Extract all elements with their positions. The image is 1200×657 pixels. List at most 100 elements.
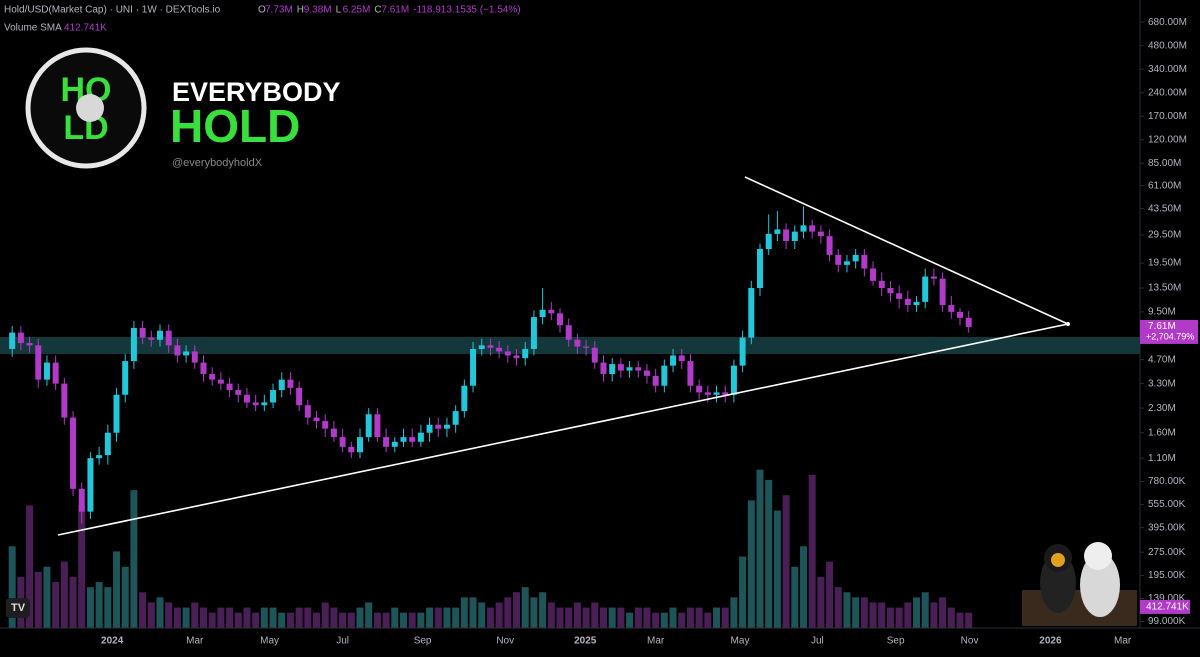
candle-body	[426, 424, 433, 433]
candle-body	[322, 421, 329, 429]
volume-sma-tag	[1140, 599, 1190, 614]
volume-bar	[860, 597, 868, 628]
y-tick-label: 3.30M	[1148, 378, 1176, 389]
volume-bar	[478, 602, 486, 628]
volume-bar	[113, 551, 121, 628]
volume-bar	[182, 607, 190, 628]
x-tick-label: 2024	[101, 636, 124, 647]
candle-body	[774, 229, 781, 234]
candle-body	[600, 362, 607, 375]
candle-body	[191, 351, 198, 363]
volume-bar	[791, 566, 799, 628]
candle-body	[9, 332, 16, 349]
volume-bar	[173, 607, 181, 628]
candle-body	[278, 379, 285, 391]
volume-bar	[956, 612, 964, 628]
symbol-title: Hold/USD(Market Cap) · UNI · 1W · DEXToo…	[4, 5, 221, 16]
volume-bar	[704, 612, 712, 628]
candle-body	[452, 411, 459, 425]
candle-body	[487, 345, 494, 348]
volume-bar	[191, 602, 199, 628]
ohlc-key: O	[258, 5, 266, 16]
volume-bar	[765, 479, 773, 628]
volume-bar	[147, 602, 155, 628]
candle-body	[43, 362, 50, 380]
volume-bar	[356, 607, 364, 628]
candle-body	[478, 345, 485, 349]
candle-body	[130, 327, 137, 362]
candle-body	[539, 309, 546, 318]
x-tick-label: Mar	[186, 636, 204, 647]
volume-bar	[373, 612, 381, 628]
candle-body	[678, 355, 685, 362]
ohlc-value: 6.25M	[343, 5, 371, 16]
volume-bar	[95, 582, 103, 628]
volume-bar	[434, 607, 442, 628]
candle-body	[391, 441, 398, 447]
volume-bar	[417, 612, 425, 628]
x-tick-label: Nov	[496, 636, 514, 647]
y-tick-label: 780.00K	[1148, 476, 1186, 487]
volume-sma-value: 412.741K	[64, 23, 107, 34]
candle-body	[70, 417, 77, 489]
candle-body	[113, 394, 120, 433]
volume-bar	[565, 607, 573, 628]
candle-body	[722, 392, 729, 395]
x-tick-label: 2025	[574, 636, 597, 647]
volume-bar	[278, 612, 286, 628]
candle-body	[652, 375, 659, 386]
candle-body	[304, 405, 311, 418]
candle-body	[357, 437, 363, 453]
volume-bar	[626, 612, 634, 628]
volume-bar	[399, 612, 407, 628]
y-tick-label: 29.50M	[1148, 230, 1181, 241]
candle-body	[957, 311, 963, 318]
candle-body	[913, 301, 920, 306]
axes: 680.00M 480.00M 340.00M 240.00M 170.00M 120.0…	[101, 17, 1198, 647]
candle-body	[52, 362, 59, 384]
volume-bar	[217, 607, 225, 628]
volume-bar	[947, 607, 955, 628]
candle-body	[139, 327, 146, 338]
candle-body	[330, 428, 337, 438]
y-tick-label: 2.30M	[1148, 403, 1176, 414]
candle-body	[635, 367, 642, 371]
x-tick-label: Jul	[336, 636, 349, 647]
volume-bar	[339, 612, 347, 628]
volume-bar	[799, 546, 807, 628]
y-tick-label: 195.00K	[1148, 570, 1186, 581]
candle-body	[313, 417, 320, 422]
volume-bar	[156, 597, 164, 628]
volume-bar	[930, 602, 938, 628]
candle-body	[243, 394, 250, 403]
volume-bar	[608, 607, 616, 628]
candle-body	[417, 432, 424, 442]
candle-body	[713, 392, 720, 395]
volume-bar	[199, 607, 207, 628]
volume-bar	[69, 576, 77, 628]
candle-body	[530, 317, 537, 349]
volume-bar	[104, 587, 112, 628]
volume-bar	[382, 612, 390, 628]
candle-body	[730, 365, 737, 395]
x-tick-label: Sep	[414, 636, 432, 647]
volume-bar	[408, 612, 416, 628]
candle-body	[878, 280, 885, 289]
y-tick-label: 139.00K	[1148, 593, 1186, 604]
volume-bar	[582, 607, 590, 628]
volume-bar	[573, 602, 581, 628]
volume-bar	[347, 612, 355, 628]
candle-body	[470, 348, 477, 386]
trendline-apex	[1066, 322, 1070, 326]
candle-body	[965, 317, 972, 327]
volume-bar	[721, 607, 729, 628]
candle-body	[783, 229, 790, 242]
candle-body	[643, 370, 650, 376]
y-tick-label: 275.00K	[1148, 547, 1186, 558]
candle-body	[96, 455, 103, 459]
volume-bar	[452, 607, 460, 628]
volume-bar	[243, 607, 251, 628]
volume-bar	[808, 474, 816, 628]
ohlc-readout: O 7.73M H 9.38M L 6.25M C 7.61M -118,913.1535 (−…	[258, 5, 521, 16]
